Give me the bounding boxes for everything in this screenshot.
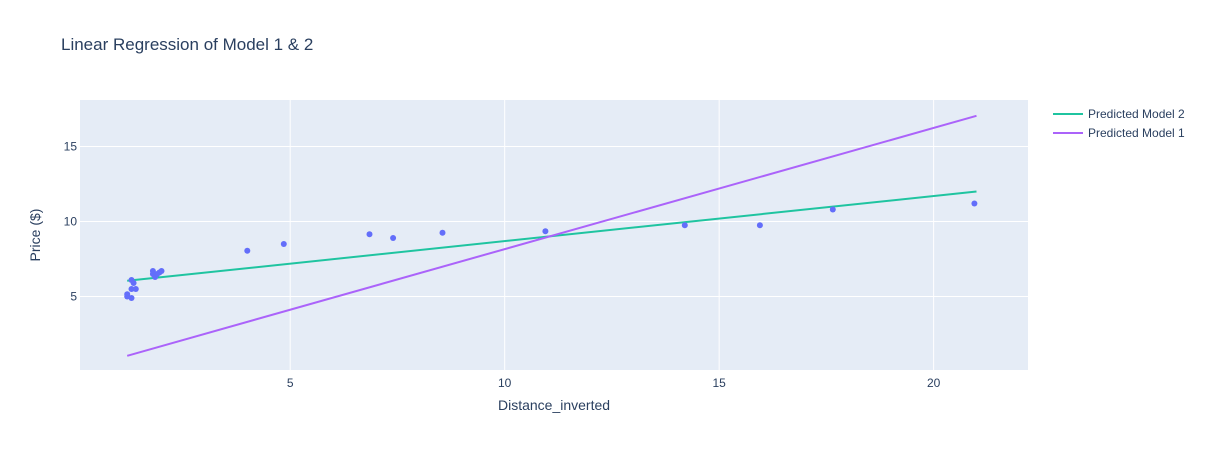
scatter-point[interactable] bbox=[439, 229, 446, 236]
scatter-point[interactable] bbox=[280, 241, 287, 247]
x-tick-label: 20 bbox=[927, 376, 941, 390]
legend-label-model1: Predicted Model 1 bbox=[1088, 126, 1185, 140]
x-tick-label: 15 bbox=[712, 376, 726, 390]
scatter-point[interactable] bbox=[756, 222, 763, 229]
scatter-point[interactable] bbox=[390, 235, 397, 241]
y-tick-label: 5 bbox=[70, 290, 77, 304]
legend: Predicted Model 2 Predicted Model 1 bbox=[1053, 107, 1185, 140]
scatter-point[interactable] bbox=[130, 280, 137, 286]
scatter-point[interactable] bbox=[542, 228, 549, 235]
line-predicted-model-1[interactable] bbox=[126, 114, 977, 357]
y-tick-label: 10 bbox=[64, 215, 78, 229]
scatter-point[interactable] bbox=[971, 200, 978, 207]
scatter-points bbox=[124, 200, 978, 301]
scatter-point[interactable] bbox=[132, 286, 139, 292]
scatter-point[interactable] bbox=[158, 268, 165, 274]
legend-label-model2: Predicted Model 2 bbox=[1088, 107, 1185, 121]
scatter-point[interactable] bbox=[128, 295, 135, 301]
legend-item-model2[interactable]: Predicted Model 2 bbox=[1053, 107, 1185, 121]
x-tick-label: 10 bbox=[498, 376, 512, 390]
scatter-point[interactable] bbox=[681, 222, 688, 229]
scatter-point[interactable] bbox=[829, 206, 836, 213]
chart-title: Linear Regression of Model 1 & 2 bbox=[61, 35, 313, 54]
x-ticks: 5 10 15 20 bbox=[287, 376, 941, 390]
legend-item-model1[interactable]: Predicted Model 1 bbox=[1053, 126, 1185, 140]
scatter-point[interactable] bbox=[128, 286, 135, 292]
y-tick-label: 15 bbox=[64, 140, 78, 154]
y-axis-label: Price ($) bbox=[27, 209, 43, 262]
x-tick-label: 5 bbox=[287, 376, 294, 390]
scatter-point[interactable] bbox=[366, 231, 373, 238]
y-ticks: 5 10 15 bbox=[64, 140, 78, 304]
x-axis-label: Distance_inverted bbox=[498, 397, 610, 413]
series-lines bbox=[126, 114, 977, 357]
scatter-point[interactable] bbox=[244, 247, 251, 254]
